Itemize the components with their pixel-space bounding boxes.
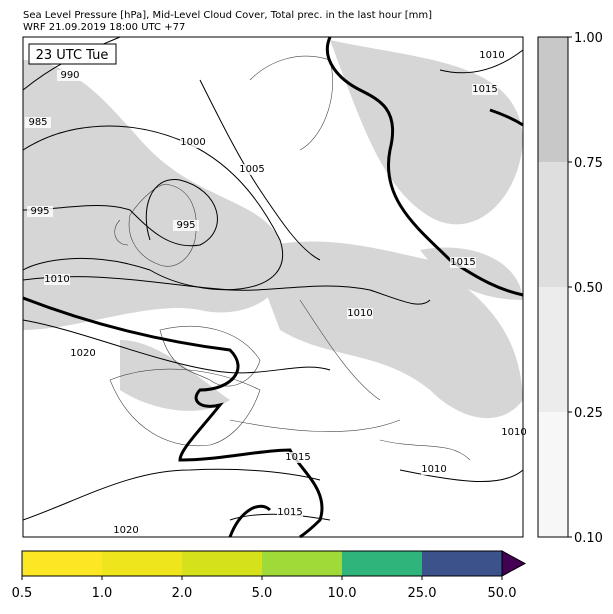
isobar-label-bg	[277, 507, 303, 518]
cloud-colorbar: 0.10 0.25 0.50 0.75 1.00	[537, 31, 603, 546]
cloud-colorbar-segment	[538, 162, 568, 287]
isobar-label: 990	[60, 70, 79, 81]
isobar-label-bg	[347, 308, 373, 319]
isobar-label: 1005	[239, 164, 264, 175]
precip-colorbar-segment	[182, 551, 262, 576]
isobar-label: 1010	[421, 464, 446, 475]
isobar-label: 1015	[285, 452, 310, 463]
precip-colorbar-tick-label: 5.0	[252, 586, 273, 601]
isobar-label: 1010	[501, 427, 526, 438]
isobar-label-bg	[44, 274, 70, 285]
isobar-label-bg	[472, 84, 498, 95]
time-label-box	[28, 43, 117, 65]
precip-colorbar-segment	[102, 551, 182, 576]
isobar-label: 1010	[347, 308, 372, 319]
isobar-label-bg	[285, 452, 311, 463]
isobar-label-bg	[421, 464, 447, 475]
isobar-label: 1020	[70, 348, 95, 359]
precip-colorbar-extension	[501, 550, 527, 577]
map: 990 985 995 1000 1005 995 1010 1010 1015 1015 1010…	[22, 36, 527, 539]
isobar-label: 1010	[479, 50, 504, 61]
cloud-colorbar-tick-label: 0.50	[574, 281, 603, 296]
isobar-label-bg	[27, 206, 53, 217]
cloud-colorbar-tick-label: 0.75	[574, 156, 603, 171]
isobar-label-bg	[113, 525, 139, 536]
isobar-label-bg	[180, 137, 206, 148]
isobar-label-bg	[57, 70, 83, 81]
cloud-colorbar-segment	[538, 37, 568, 162]
map-frame	[22, 36, 524, 538]
coastlines	[109, 55, 471, 461]
time-label: 23 UTC Tue	[36, 48, 109, 63]
precip-colorbar-segment	[342, 551, 422, 576]
cloud-colorbar-tick-label: 1.00	[574, 31, 603, 46]
title: Sea Level Pressure [hPa], Mid-Level Clou…	[23, 10, 432, 21]
precip-colorbar-tick-label: 50.0	[488, 586, 517, 601]
isobar-label-bg	[479, 50, 505, 61]
isobar-label: 995	[30, 206, 49, 217]
isobar-label-bg	[25, 117, 51, 128]
isobar-label: 1015	[450, 257, 475, 268]
cloud-colorbar-tick-label: 0.10	[574, 531, 603, 546]
subtitle: WRF 21.09.2019 18:00 UTC +77	[23, 22, 185, 33]
isobar-label: 985	[28, 117, 47, 128]
isobar-label-bg	[501, 427, 527, 438]
isobar-1015	[22, 36, 524, 539]
precip-colorbar-tick-label: 1.0	[92, 586, 113, 601]
precip-colorbar-tick-label: 2.0	[172, 586, 193, 601]
precip-colorbar-tick-label: 25.0	[408, 586, 437, 601]
isobar-label-bg	[173, 220, 199, 231]
isobar-label: 1000	[180, 137, 205, 148]
isobar-label: 1015	[277, 507, 302, 518]
cloud-colorbar-segment	[538, 412, 568, 537]
isobar-label-bg	[450, 257, 476, 268]
precip-colorbar-tick-label: 10.0	[328, 586, 357, 601]
isobar-label-bg	[70, 348, 96, 359]
precip-colorbar-segment	[422, 551, 502, 576]
precip-colorbar-segment	[22, 551, 102, 576]
cloud-colorbar-segment	[538, 287, 568, 412]
precip-colorbar-tick-label: 0.5	[12, 586, 33, 601]
isobar-label-bg	[239, 164, 265, 175]
isobar-label: 1015	[472, 84, 497, 95]
precip-colorbar-segment	[262, 551, 342, 576]
isobar-label: 1020	[113, 525, 138, 536]
isobar-label: 1010	[44, 274, 69, 285]
isobar-label: 995	[176, 220, 195, 231]
precip-colorbar: 0.5 1.0 2.0 5.0 10.0 25.0 50.0	[12, 550, 527, 601]
cloud-colorbar-tick-label: 0.25	[574, 406, 603, 421]
